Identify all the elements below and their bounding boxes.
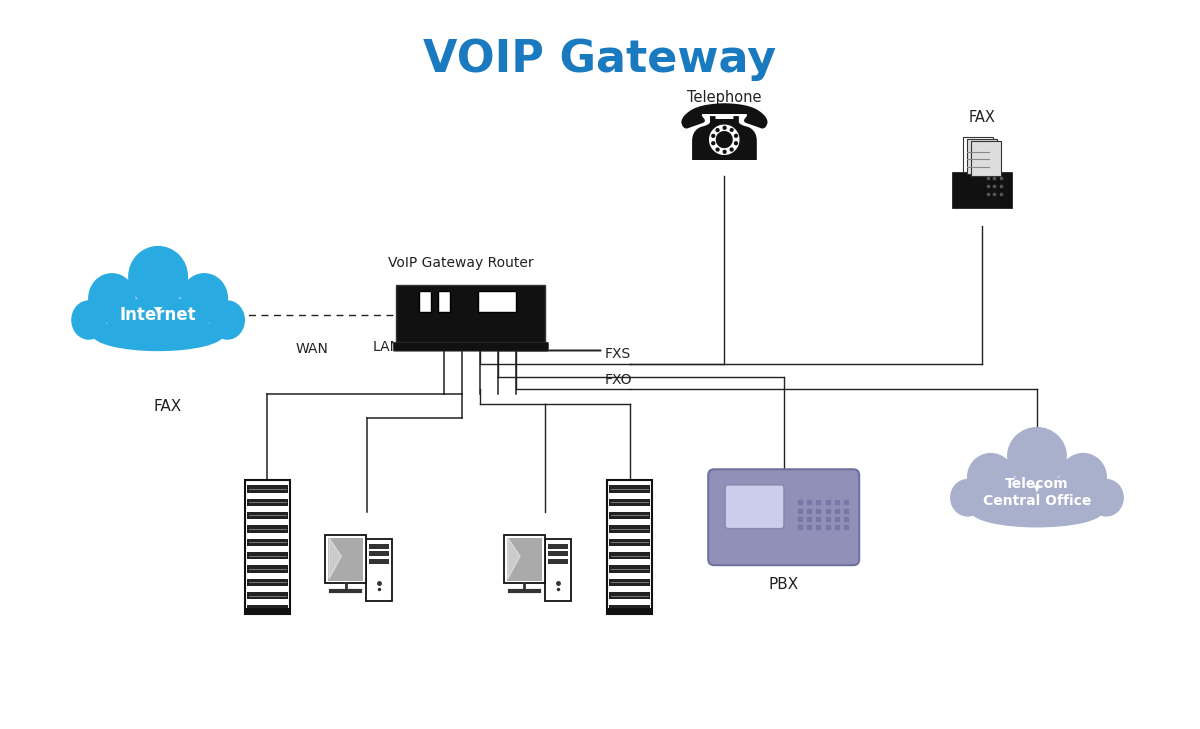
Ellipse shape: [210, 301, 245, 339]
Ellipse shape: [967, 453, 1014, 500]
Ellipse shape: [72, 301, 106, 339]
FancyBboxPatch shape: [479, 291, 516, 311]
Ellipse shape: [1090, 480, 1123, 516]
FancyBboxPatch shape: [610, 512, 650, 519]
FancyBboxPatch shape: [394, 342, 548, 351]
FancyBboxPatch shape: [725, 485, 784, 529]
FancyBboxPatch shape: [610, 579, 650, 586]
FancyBboxPatch shape: [607, 608, 652, 614]
FancyBboxPatch shape: [325, 534, 366, 583]
FancyBboxPatch shape: [438, 291, 450, 311]
Text: Telecom
Central Office: Telecom Central Office: [983, 477, 1091, 507]
FancyBboxPatch shape: [247, 525, 288, 533]
FancyBboxPatch shape: [245, 608, 289, 614]
FancyBboxPatch shape: [610, 592, 650, 599]
Ellipse shape: [991, 478, 1037, 518]
Text: FAX: FAX: [968, 110, 996, 125]
FancyBboxPatch shape: [610, 565, 650, 572]
Text: FAX: FAX: [154, 399, 182, 413]
Ellipse shape: [158, 300, 204, 340]
FancyBboxPatch shape: [610, 499, 650, 506]
FancyBboxPatch shape: [328, 538, 364, 581]
Ellipse shape: [128, 246, 187, 306]
FancyBboxPatch shape: [610, 552, 650, 559]
Text: FXS: FXS: [605, 347, 631, 361]
Ellipse shape: [181, 274, 227, 323]
FancyBboxPatch shape: [610, 605, 650, 612]
FancyBboxPatch shape: [368, 544, 389, 549]
Polygon shape: [508, 538, 520, 579]
Ellipse shape: [1060, 453, 1106, 500]
FancyBboxPatch shape: [708, 469, 859, 565]
FancyBboxPatch shape: [247, 512, 288, 519]
FancyBboxPatch shape: [547, 551, 568, 556]
Ellipse shape: [972, 496, 1103, 527]
FancyBboxPatch shape: [971, 141, 1001, 176]
Ellipse shape: [112, 300, 158, 340]
FancyBboxPatch shape: [247, 499, 288, 506]
FancyBboxPatch shape: [247, 579, 288, 586]
Ellipse shape: [1008, 428, 1066, 485]
FancyBboxPatch shape: [247, 605, 288, 612]
FancyBboxPatch shape: [368, 551, 389, 556]
Polygon shape: [329, 538, 341, 579]
Text: Internet: Internet: [120, 305, 197, 324]
FancyBboxPatch shape: [545, 539, 571, 601]
FancyBboxPatch shape: [368, 559, 389, 564]
Text: PBX: PBX: [768, 577, 799, 591]
Text: VoIP Gateway Router: VoIP Gateway Router: [388, 256, 534, 270]
FancyBboxPatch shape: [247, 565, 288, 572]
Text: LAN: LAN: [372, 340, 401, 354]
FancyBboxPatch shape: [506, 538, 541, 581]
Ellipse shape: [89, 274, 136, 323]
FancyBboxPatch shape: [967, 139, 997, 174]
FancyBboxPatch shape: [504, 534, 545, 583]
Ellipse shape: [1037, 478, 1084, 518]
FancyBboxPatch shape: [419, 291, 431, 311]
Ellipse shape: [950, 480, 985, 516]
Ellipse shape: [92, 318, 223, 351]
FancyBboxPatch shape: [610, 539, 650, 546]
Text: VOIP Gateway: VOIP Gateway: [424, 38, 776, 81]
FancyBboxPatch shape: [547, 559, 568, 564]
Text: Telephone: Telephone: [686, 90, 761, 105]
FancyBboxPatch shape: [247, 486, 288, 493]
FancyBboxPatch shape: [953, 173, 1013, 208]
FancyBboxPatch shape: [247, 539, 288, 546]
FancyBboxPatch shape: [547, 544, 568, 549]
FancyBboxPatch shape: [366, 539, 392, 601]
Text: WAN: WAN: [295, 342, 329, 356]
FancyBboxPatch shape: [247, 592, 288, 599]
FancyBboxPatch shape: [964, 137, 994, 173]
FancyBboxPatch shape: [245, 480, 289, 614]
FancyBboxPatch shape: [607, 480, 652, 614]
FancyBboxPatch shape: [396, 285, 545, 344]
FancyBboxPatch shape: [610, 486, 650, 493]
Text: ☎: ☎: [676, 100, 773, 176]
FancyBboxPatch shape: [247, 552, 288, 559]
Text: FXO: FXO: [605, 373, 632, 387]
FancyBboxPatch shape: [610, 525, 650, 533]
